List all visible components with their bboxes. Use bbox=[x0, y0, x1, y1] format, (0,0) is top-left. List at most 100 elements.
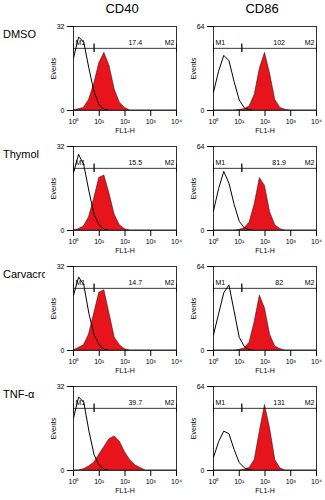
svg-text:10⁴: 10⁴ bbox=[171, 478, 182, 485]
svg-text:FL1-H: FL1-H bbox=[115, 487, 134, 494]
svg-text:0: 0 bbox=[201, 107, 205, 114]
svg-text:M1: M1 bbox=[216, 279, 226, 286]
svg-text:M1: M1 bbox=[216, 39, 226, 46]
svg-text:10³: 10³ bbox=[286, 118, 297, 125]
svg-text:FL1-H: FL1-H bbox=[115, 367, 134, 374]
html-text:DMSO: DMSO bbox=[3, 28, 36, 40]
svg-text:Events: Events bbox=[50, 57, 57, 79]
svg-text:M2: M2 bbox=[165, 279, 175, 286]
svg-text:10¹: 10¹ bbox=[94, 478, 105, 485]
svg-text:131: 131 bbox=[273, 399, 285, 406]
svg-text:39.7: 39.7 bbox=[128, 399, 142, 406]
svg-text:10²: 10² bbox=[260, 478, 271, 485]
svg-text:M2: M2 bbox=[305, 159, 315, 166]
svg-text:10¹: 10¹ bbox=[94, 118, 105, 125]
svg-text:M1: M1 bbox=[76, 39, 86, 46]
svg-text:102: 102 bbox=[273, 39, 285, 46]
svg-text:64: 64 bbox=[197, 263, 205, 270]
svg-text:81.9: 81.9 bbox=[272, 159, 286, 166]
svg-text:10¹: 10¹ bbox=[234, 358, 245, 365]
svg-text:0: 0 bbox=[201, 467, 205, 474]
svg-text:FL1-H: FL1-H bbox=[255, 367, 274, 374]
svg-text:M1: M1 bbox=[76, 159, 86, 166]
svg-text:10³: 10³ bbox=[286, 478, 297, 485]
svg-text:0: 0 bbox=[201, 227, 205, 234]
svg-text:M2: M2 bbox=[305, 399, 315, 406]
svg-text:M2: M2 bbox=[165, 39, 175, 46]
svg-text:M2: M2 bbox=[165, 159, 175, 166]
svg-text:M1: M1 bbox=[216, 399, 226, 406]
svg-text:32: 32 bbox=[57, 383, 65, 390]
svg-text:FL1-H: FL1-H bbox=[255, 487, 274, 494]
svg-text:10¹: 10¹ bbox=[234, 118, 245, 125]
svg-text:M2: M2 bbox=[305, 279, 315, 286]
svg-text:10⁴: 10⁴ bbox=[171, 358, 182, 365]
svg-text:10¹: 10¹ bbox=[94, 358, 105, 365]
html-text:CD86: CD86 bbox=[245, 1, 279, 16]
svg-text:17.4: 17.4 bbox=[128, 39, 142, 46]
svg-text:M1: M1 bbox=[216, 159, 226, 166]
svg-text:Events: Events bbox=[190, 177, 197, 199]
html-text:CD40: CD40 bbox=[105, 1, 139, 16]
svg-text:10⁴: 10⁴ bbox=[311, 358, 322, 365]
svg-text:10³: 10³ bbox=[286, 238, 297, 245]
svg-text:10¹: 10¹ bbox=[234, 238, 245, 245]
svg-text:15.5: 15.5 bbox=[128, 159, 142, 166]
svg-text:10⁴: 10⁴ bbox=[311, 118, 322, 125]
svg-text:10⁰: 10⁰ bbox=[209, 118, 220, 125]
svg-text:M2: M2 bbox=[305, 39, 315, 46]
svg-text:Events: Events bbox=[190, 57, 197, 79]
svg-text:10¹: 10¹ bbox=[94, 238, 105, 245]
svg-text:0: 0 bbox=[61, 227, 65, 234]
svg-text:0: 0 bbox=[61, 467, 65, 474]
svg-text:10⁴: 10⁴ bbox=[311, 478, 322, 485]
svg-text:Events: Events bbox=[50, 417, 57, 439]
svg-text:10⁰: 10⁰ bbox=[209, 238, 220, 245]
svg-text:10²: 10² bbox=[120, 238, 131, 245]
svg-text:Events: Events bbox=[50, 297, 57, 319]
svg-text:10⁴: 10⁴ bbox=[311, 238, 322, 245]
svg-text:10¹: 10¹ bbox=[234, 478, 245, 485]
svg-text:M1: M1 bbox=[76, 279, 86, 286]
svg-text:10⁰: 10⁰ bbox=[69, 358, 80, 365]
svg-text:10³: 10³ bbox=[146, 358, 157, 365]
svg-text:10³: 10³ bbox=[146, 238, 157, 245]
svg-text:10⁴: 10⁴ bbox=[171, 118, 182, 125]
svg-text:M1: M1 bbox=[76, 399, 86, 406]
svg-text:FL1-H: FL1-H bbox=[255, 247, 274, 254]
svg-text:10⁴: 10⁴ bbox=[171, 238, 182, 245]
svg-text:10²: 10² bbox=[260, 238, 271, 245]
svg-text:10⁰: 10⁰ bbox=[69, 238, 80, 245]
svg-text:Events: Events bbox=[190, 417, 197, 439]
svg-text:10³: 10³ bbox=[146, 118, 157, 125]
svg-text:Events: Events bbox=[50, 177, 57, 199]
svg-text:64: 64 bbox=[197, 383, 205, 390]
svg-text:10²: 10² bbox=[120, 358, 131, 365]
svg-text:82: 82 bbox=[275, 279, 283, 286]
svg-text:FL1-H: FL1-H bbox=[115, 127, 134, 134]
svg-text:10⁰: 10⁰ bbox=[69, 118, 80, 125]
svg-text:0: 0 bbox=[61, 347, 65, 354]
svg-text:10²: 10² bbox=[120, 478, 131, 485]
svg-text:32: 32 bbox=[57, 263, 65, 270]
svg-text:64: 64 bbox=[197, 23, 205, 30]
svg-text:10⁰: 10⁰ bbox=[69, 478, 80, 485]
svg-text:10³: 10³ bbox=[146, 478, 157, 485]
svg-text:FL1-H: FL1-H bbox=[255, 127, 274, 134]
svg-text:10³: 10³ bbox=[286, 358, 297, 365]
svg-text:14.7: 14.7 bbox=[128, 279, 142, 286]
svg-text:32: 32 bbox=[57, 143, 65, 150]
svg-text:10²: 10² bbox=[120, 118, 131, 125]
svg-text:M2: M2 bbox=[165, 399, 175, 406]
svg-text:64: 64 bbox=[197, 143, 205, 150]
svg-text:0: 0 bbox=[61, 107, 65, 114]
svg-text:10²: 10² bbox=[260, 118, 271, 125]
svg-text:FL1-H: FL1-H bbox=[115, 247, 134, 254]
svg-text:10⁰: 10⁰ bbox=[209, 358, 220, 365]
svg-text:Events: Events bbox=[190, 297, 197, 319]
svg-text:0: 0 bbox=[201, 347, 205, 354]
svg-text:10²: 10² bbox=[260, 358, 271, 365]
html-text:Thymol: Thymol bbox=[3, 148, 40, 160]
svg-text:10⁰: 10⁰ bbox=[209, 478, 220, 485]
svg-text:32: 32 bbox=[57, 23, 65, 30]
